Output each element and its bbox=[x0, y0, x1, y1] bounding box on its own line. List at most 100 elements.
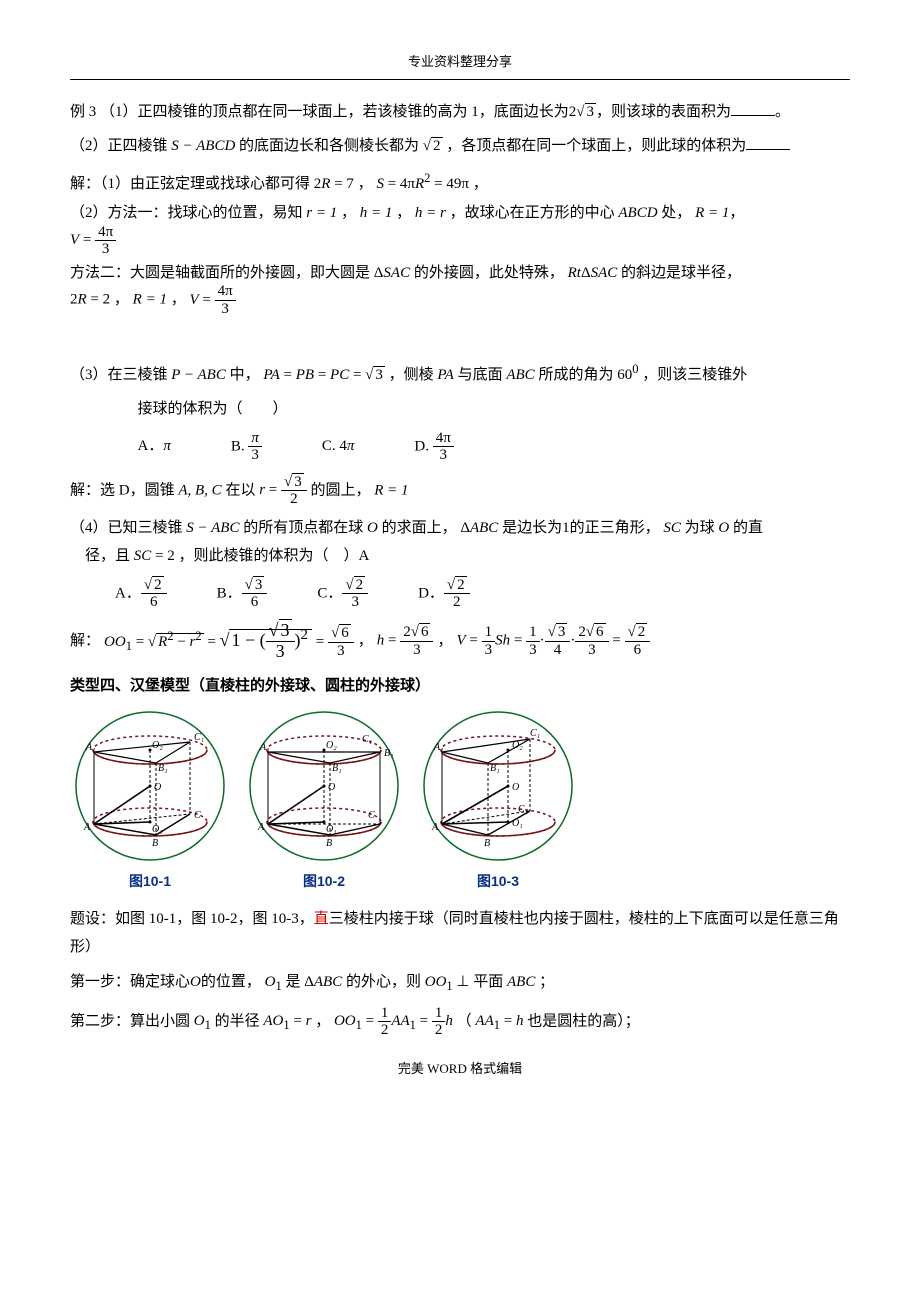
q4-d: 是边长为 bbox=[502, 520, 562, 536]
sol-r1: r = 1 bbox=[306, 205, 337, 221]
q3-ang: 600 bbox=[617, 367, 638, 383]
ex3-p1-b: ，则该球的表面积为 bbox=[596, 104, 731, 120]
q4-opt-d: D．√22 bbox=[418, 577, 470, 611]
q4-O2: O bbox=[718, 520, 729, 536]
q4-options: A．√26 B．√36 C．√23 D．√22 bbox=[70, 577, 850, 611]
type4-step2: 第二步：算出小圆 O1 的半径 AO1 = r ， OO1 = 12AA1 = … bbox=[70, 1005, 850, 1039]
m2-rt2: ΔSAC bbox=[581, 265, 617, 281]
type4-title: 类型四、汉堡模型（直棱柱的外接球、圆柱的外接球） bbox=[70, 672, 850, 701]
q4-sabc: S − ABC bbox=[186, 520, 239, 536]
svg-text:O₂: O₂ bbox=[326, 740, 337, 751]
m2-sac: ΔSAC bbox=[374, 265, 410, 281]
svg-text:O₁: O₁ bbox=[152, 824, 163, 835]
figure-10-2: A₁ B₁ C₁ O₂ O O₁ A B C B₁ 图10-2 bbox=[244, 706, 404, 895]
ex3-p1-val: 2√3 bbox=[569, 104, 596, 120]
q4-sc: SC bbox=[663, 520, 681, 536]
step1-b: 的位置， bbox=[201, 974, 261, 990]
q4-one: 1 bbox=[562, 520, 570, 536]
svg-text:B: B bbox=[326, 838, 332, 849]
svg-text:C₁: C₁ bbox=[518, 804, 528, 815]
q3-sol-c: 的圆上， bbox=[311, 482, 371, 498]
m2-a: 方法二：大圆是轴截面所的外接圆，即大圆是 bbox=[70, 265, 370, 281]
step2-aa1h: AA1 = h bbox=[475, 1013, 523, 1029]
q4-opt-a: A．√26 bbox=[115, 577, 167, 611]
setup-a: 题设：如图 10-1，图 10-2，图 10-3， bbox=[70, 911, 314, 927]
example3-part1: 例 3 （1）正四棱锥的顶点都在同一球面上，若该棱锥的高为 1，底面边长为2√3… bbox=[70, 98, 850, 127]
svg-text:C₁: C₁ bbox=[194, 732, 204, 743]
q3-f: ，则该三棱锥外 bbox=[642, 367, 747, 383]
q3-a: （3）在三棱锥 bbox=[70, 367, 168, 383]
q4-h: 径，且 bbox=[70, 548, 130, 564]
step1-a: 第一步：确定球心 bbox=[70, 974, 190, 990]
svg-text:C: C bbox=[194, 810, 201, 821]
q4-sc2: SC = 2 bbox=[134, 548, 175, 564]
q3-sol-a: 解：选 D，圆锥 bbox=[70, 482, 175, 498]
solution-1: 解：（1）由正弦定理或找球心都可得 2R = 7 ， S = 4πR2 = 49… bbox=[70, 167, 850, 199]
svg-text:O₁: O₁ bbox=[326, 824, 337, 835]
svg-text:A₁: A₁ bbox=[433, 742, 444, 753]
ex3-p2-b: 的底面边长和各侧棱长都为 bbox=[239, 138, 419, 154]
step2-d: 也是圆柱的高）； bbox=[527, 1013, 640, 1029]
q3-sol-R: R = 1 bbox=[374, 482, 408, 498]
step1-c: 是 bbox=[285, 974, 300, 990]
solution-2-m2: 方法二：大圆是轴截面所的外接圆，即大圆是 ΔSAC 的外接圆，此处特殊， RtΔ… bbox=[70, 264, 850, 318]
sol-s2c: 处， bbox=[661, 205, 691, 221]
setup-red: 直 bbox=[314, 911, 329, 927]
svg-text:O: O bbox=[512, 782, 519, 793]
q3-pabc: P − ABC bbox=[171, 367, 226, 383]
svg-text:O₂: O₂ bbox=[152, 740, 163, 751]
sol-s2a: （2）方法一：找球心的位置，易知 bbox=[70, 205, 303, 221]
step2-ao1: AO1 = r bbox=[263, 1013, 311, 1029]
sol-s1-eq1: 2R = 7 bbox=[314, 176, 354, 192]
svg-text:A₁: A₁ bbox=[85, 742, 96, 753]
opt-d: D. 4π3 bbox=[414, 430, 453, 464]
solution-2-m1: （2）方法一：找球心的位置，易知 r = 1 ， h = 1 ， h = r ，… bbox=[70, 204, 850, 258]
header-rule bbox=[70, 79, 850, 80]
q3-sol-r: r = √32 bbox=[259, 482, 307, 498]
q3-sol-b: 在以 bbox=[225, 482, 255, 498]
q4-O: O bbox=[367, 520, 378, 536]
q3-b: 中， bbox=[230, 367, 260, 383]
m2-2R: 2R = 2 bbox=[70, 292, 110, 308]
q4-c: 的求面上， bbox=[382, 520, 457, 536]
q3-sol-abc: A, B, C bbox=[178, 482, 221, 498]
sol-hr: h = r bbox=[415, 205, 446, 221]
m2-c: 的斜边是球半径， bbox=[621, 265, 741, 281]
page-footer: 完美 WORD 格式编辑 bbox=[70, 1057, 850, 1082]
svg-text:B₁: B₁ bbox=[384, 748, 394, 759]
caption-2: 图10-2 bbox=[244, 868, 404, 895]
q4-i: ，则此棱锥的体积为（ ）A bbox=[179, 548, 370, 564]
svg-text:B₁: B₁ bbox=[158, 763, 168, 774]
opt-c: C. 4π bbox=[322, 432, 355, 461]
caption-1: 图10-1 bbox=[70, 868, 230, 895]
q4-h-eq: h = 2√63 bbox=[377, 624, 434, 658]
q4-V-eq: V = 13Sh = 13·√34·2√63 = √26 bbox=[456, 624, 650, 658]
svg-text:O: O bbox=[154, 782, 161, 793]
svg-text:O₂: O₂ bbox=[512, 740, 523, 751]
q4-opt-b: B．√36 bbox=[217, 577, 268, 611]
page-header: 专业资料整理分享 bbox=[70, 50, 850, 75]
m2-rt: Rt bbox=[568, 265, 581, 281]
q3-solution: 解：选 D，圆锥 A, B, C 在以 r = √32 的圆上， R = 1 bbox=[70, 474, 850, 508]
q4-e: 的正三角形， bbox=[570, 520, 660, 536]
svg-text:A: A bbox=[431, 822, 439, 833]
svg-text:A: A bbox=[83, 822, 91, 833]
m2-R: R = 1 bbox=[133, 292, 167, 308]
step2-O1: O1 bbox=[194, 1013, 211, 1029]
svg-text:C₁: C₁ bbox=[362, 734, 372, 745]
type4-step1: 第一步：确定球心O的位置， O1 是 ΔABC 的外心，则 OO1 ⊥ 平面 A… bbox=[70, 968, 850, 999]
svg-text:O₁: O₁ bbox=[512, 818, 523, 829]
q4-dabc: ΔABC bbox=[460, 520, 498, 536]
step2-c: （ bbox=[457, 1013, 472, 1029]
ex3-p2-c: ，各顶点都在同一个球面上，则此球的体积为 bbox=[446, 138, 746, 154]
step1-oo1: OO1 ⊥ bbox=[425, 974, 470, 990]
svg-text:C: C bbox=[368, 810, 375, 821]
figure-10-3: A₁ B₁ C₁ O₂ O O₁ A B C₁ 图10-3 bbox=[418, 706, 578, 895]
sol-abcd: ABCD bbox=[618, 205, 657, 221]
sol-s1a: （1）由正弦定理或找球心都可得 bbox=[100, 176, 310, 192]
q3-e: 所成的角为 bbox=[538, 367, 613, 383]
sol-h1: h = 1 bbox=[360, 205, 393, 221]
q4-a: （4）已知三棱锥 bbox=[70, 520, 183, 536]
step1-dabc: ΔABC bbox=[304, 974, 342, 990]
step2-a: 第二步：算出小圆 bbox=[70, 1013, 190, 1029]
